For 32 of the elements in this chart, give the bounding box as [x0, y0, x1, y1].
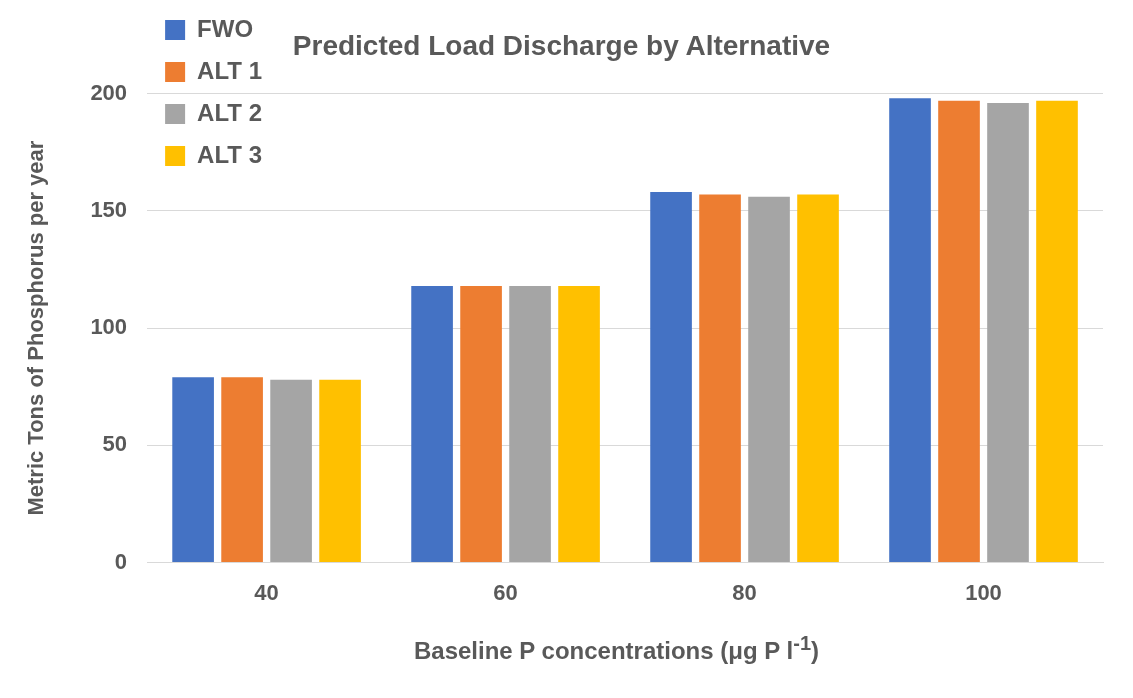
bar: [938, 100, 980, 563]
legend-label: ALT 2: [197, 98, 262, 126]
bar: [650, 192, 692, 563]
y-tick-label: 50: [102, 431, 128, 457]
bar: [797, 194, 839, 563]
bar: [558, 285, 600, 563]
bar: [172, 377, 214, 563]
y-tick-label: 150: [90, 196, 128, 222]
bar: [699, 194, 741, 563]
bar: [411, 285, 453, 563]
x-tick-label: 60: [493, 579, 518, 605]
bar: [319, 379, 361, 563]
bar: [460, 285, 502, 563]
x-axis-title: Baseline P concentrations (μg P l$^{-1}$): [412, 632, 820, 665]
chart-title: Predicted Load Discharge by Alternative: [292, 29, 831, 61]
bar: [889, 98, 931, 563]
y-tick-label: 100: [90, 314, 128, 340]
legend-label: ALT 1: [197, 56, 262, 84]
legend-label: ALT 3: [197, 140, 262, 168]
y-axis-title: Metric Tons of Phosphorus per year: [23, 140, 49, 516]
bar: [1036, 100, 1078, 563]
y-tick-label: 0: [114, 548, 128, 574]
bar: [509, 285, 551, 563]
legend-label: FWO: [197, 14, 254, 42]
bar: [748, 196, 790, 563]
bar: [270, 379, 312, 563]
bar: [987, 102, 1029, 563]
x-tick-label: 80: [732, 579, 757, 605]
x-tick-label: 100: [965, 579, 1002, 605]
y-tick-label: 200: [90, 79, 128, 105]
bar: [221, 377, 263, 563]
x-tick-label: 40: [254, 579, 279, 605]
